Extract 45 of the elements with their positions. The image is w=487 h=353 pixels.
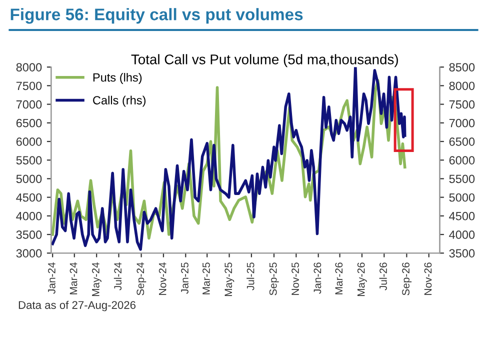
x-tick-label: Jul-24 [114,262,122,290]
x-tick-label: May-24 [92,262,102,296]
x-tick-label: May-25 [224,262,234,296]
y-tick-label: 7000 [16,100,42,109]
x-tick-label: May-26 [357,262,367,296]
legend-label: Calls (rhs) [93,96,146,107]
x-tick-label: Sep-26 [402,262,412,296]
y2-tick-label: 4500 [449,212,475,220]
y2-tick-label: 4000 [449,230,475,239]
y-tick-label: 5000 [16,174,42,184]
y2-tick-label: 8500 [449,63,475,72]
chart-subtitle: Total Call vs Put volume (5d ma,thousands) [131,54,398,68]
x-tick-label: Mar-26 [335,262,343,294]
y2-tick-label: 5000 [449,193,475,202]
x-tick-label: Sep-25 [269,262,279,296]
y-tick-label: 6000 [16,138,42,146]
y2-tick-label: 8000 [449,82,475,90]
x-tick-label: Jan-25 [181,262,188,294]
x-tick-label: Jul-25 [246,262,254,290]
y-tick-label: 8000 [16,63,42,72]
x-tick-label: Mar-24 [70,262,78,294]
y-tick-label: 7500 [16,82,42,90]
x-tick-label: Jul-26 [379,262,387,290]
x-tick-label: Nov-24 [158,262,166,295]
y-tick-label: 4000 [16,212,42,220]
y2-tick-label: 3500 [449,249,475,258]
y-tick-label: 4500 [16,193,42,202]
y-tick-label: 6500 [16,118,42,128]
y2-tick-label: 6500 [449,138,475,146]
x-tick-label: Nov-26 [424,262,432,295]
legend-label: Puts (lhs) [93,72,142,84]
x-tick-label: Sep-24 [136,262,146,296]
y2-tick-label: 7500 [449,100,475,109]
x-tick-label: Mar-25 [202,262,210,294]
text: Data as of 27-Aug-2026 [18,300,136,312]
x-tick-label: Jan-24 [48,262,56,294]
y-tick-label: 3500 [16,230,42,239]
chart-title: Figure 56: Equity call vs put volumes [10,8,303,24]
x-tick-label: Jan-26 [314,262,322,294]
y-tick-label: 3000 [16,249,42,258]
y-tick-label: 5500 [16,156,42,164]
y2-tick-label: 5500 [449,174,475,184]
y2-tick-label: 7000 [449,118,475,128]
y2-tick-label: 6000 [449,156,475,164]
x-tick-label: Nov-25 [292,262,299,295]
